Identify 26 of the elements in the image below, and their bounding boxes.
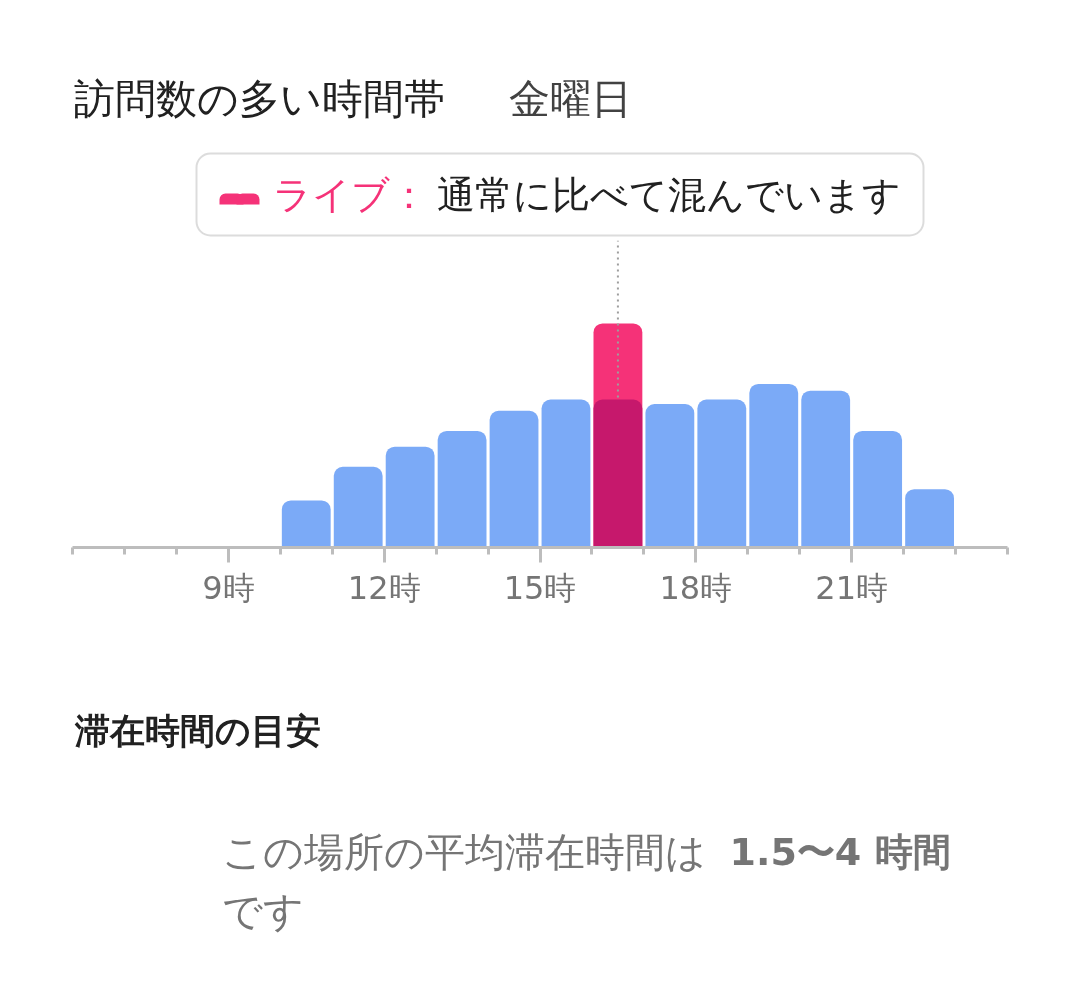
legend-label: ライブ： — [272, 172, 428, 217]
bar — [801, 390, 851, 548]
text: です — [221, 887, 304, 934]
chart-title: 訪問数の多い時間帯 — [73, 74, 445, 123]
bar — [905, 489, 954, 548]
bar — [697, 399, 747, 548]
x-tick-label: 15時 — [503, 568, 577, 607]
bar — [593, 399, 643, 548]
x-tick-label: 18時 — [659, 568, 733, 607]
bar — [489, 410, 539, 548]
x-tick-label: 9時 — [202, 568, 255, 607]
bar — [333, 466, 383, 548]
ref-line-label: 通常に比べて混んでいます — [436, 172, 901, 217]
bar — [281, 500, 331, 548]
bar — [645, 404, 695, 548]
bar — [853, 430, 903, 548]
text: 滞在時間の目安 — [73, 710, 321, 751]
text: 1.5〜4 時間 — [729, 829, 951, 874]
x-tick-label: 21時 — [815, 568, 889, 607]
bar — [541, 399, 591, 548]
x-tick-label: 12時 — [347, 568, 421, 607]
bar — [749, 383, 799, 548]
chart-subtitle: 金曜日 — [508, 74, 632, 123]
bar — [385, 446, 435, 548]
text: この場所の平均滞在時間は — [221, 828, 706, 875]
bar — [437, 430, 487, 548]
